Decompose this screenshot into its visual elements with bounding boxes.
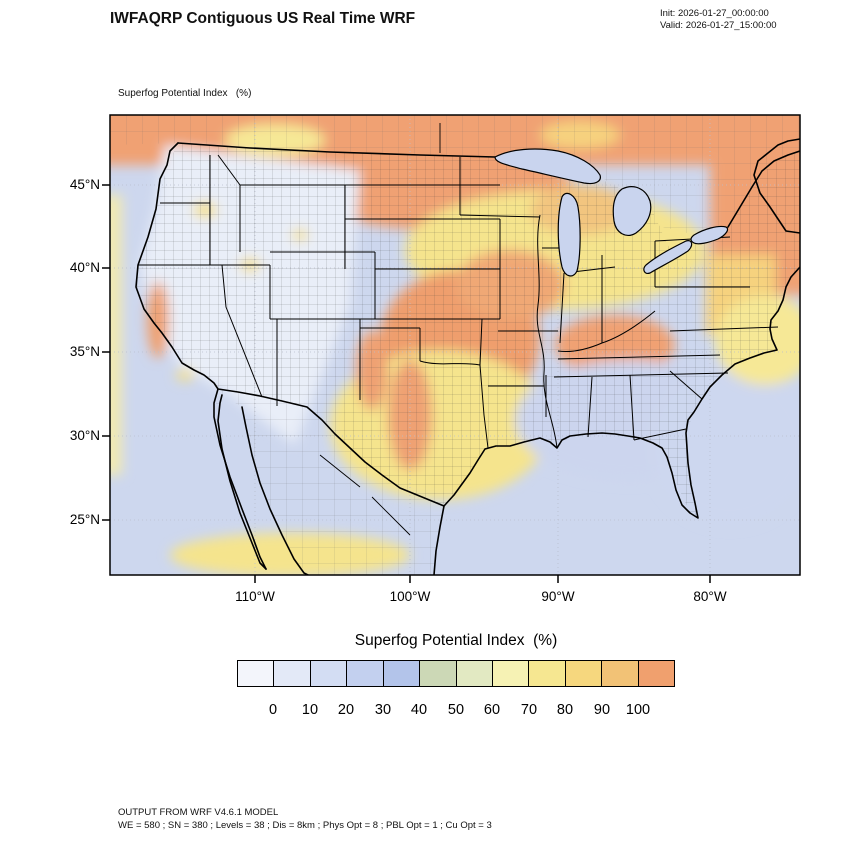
colorbar-tick-label: 10 bbox=[301, 702, 319, 718]
great-lakes bbox=[494, 148, 729, 277]
map-frame bbox=[109, 114, 801, 576]
colorbar-tick-label: 90 bbox=[593, 702, 611, 718]
colorbar-cell bbox=[602, 661, 639, 686]
colorbar-cell bbox=[347, 661, 384, 686]
figure-title: IWFAQRP Contiguous US Real Time WRF bbox=[110, 10, 416, 27]
colorbar-tick-label: 80 bbox=[556, 702, 574, 718]
colorbar-cell bbox=[529, 661, 566, 686]
colorbar-cell bbox=[238, 661, 275, 686]
coastline bbox=[135, 138, 800, 575]
colorbar-title: Superfog Potential Index (%) bbox=[354, 632, 558, 649]
county-lines bbox=[110, 115, 800, 575]
colorbar-cell bbox=[456, 661, 493, 686]
colorbar-cell bbox=[310, 661, 348, 686]
colorbar-cell bbox=[274, 661, 311, 686]
init-timestamp: Init: 2026-01-27_00:00:00 bbox=[660, 8, 769, 19]
colorbar-tick-label: 20 bbox=[337, 702, 355, 718]
run-timestamps: Init: 2026-01-27_00:00:00 Valid: 2026-01… bbox=[660, 8, 777, 32]
model-info: OUTPUT FROM WRF V4.6.1 MODEL WE = 580 ; … bbox=[118, 806, 492, 832]
colorbar-cell bbox=[420, 661, 457, 686]
colorbar bbox=[237, 660, 675, 687]
colorbar-tick-label: 70 bbox=[520, 702, 538, 718]
colorbar-tick-label: 50 bbox=[447, 702, 465, 718]
footer-line2: WE = 580 ; SN = 380 ; Levels = 38 ; Dis … bbox=[118, 820, 492, 831]
axis-ticks bbox=[102, 184, 711, 583]
y-tick-label: 30°N bbox=[69, 428, 100, 443]
colorbar-cell bbox=[383, 661, 421, 686]
valid-timestamp: Valid: 2026-01-27_15:00:00 bbox=[660, 20, 777, 31]
colorbar-tick-label: 30 bbox=[374, 702, 392, 718]
x-tick-label: 110°W bbox=[235, 589, 275, 604]
colorbar-cell bbox=[565, 661, 603, 686]
colorbar-cell bbox=[638, 661, 675, 686]
y-tick-label: 25°N bbox=[69, 512, 100, 527]
x-tick-label: 90°W bbox=[541, 589, 575, 604]
colorbar-tick-label: 0 bbox=[268, 702, 278, 718]
y-tick-label: 45°N bbox=[69, 177, 100, 192]
y-tick-label: 40°N bbox=[69, 260, 100, 275]
colorbar-cell bbox=[492, 661, 530, 686]
colorbar-tick-label: 40 bbox=[410, 702, 428, 718]
colorbar-tick-label: 100 bbox=[625, 702, 651, 718]
x-tick-label: 80°W bbox=[693, 589, 727, 604]
x-tick-label: 100°W bbox=[389, 589, 431, 604]
map-subtitle: Superfog Potential Index (%) bbox=[118, 88, 252, 99]
y-tick-label: 35°N bbox=[69, 344, 100, 359]
colorbar-tick-label: 60 bbox=[483, 702, 501, 718]
conus-map bbox=[102, 114, 801, 583]
footer-line1: OUTPUT FROM WRF V4.6.1 MODEL bbox=[118, 807, 279, 818]
